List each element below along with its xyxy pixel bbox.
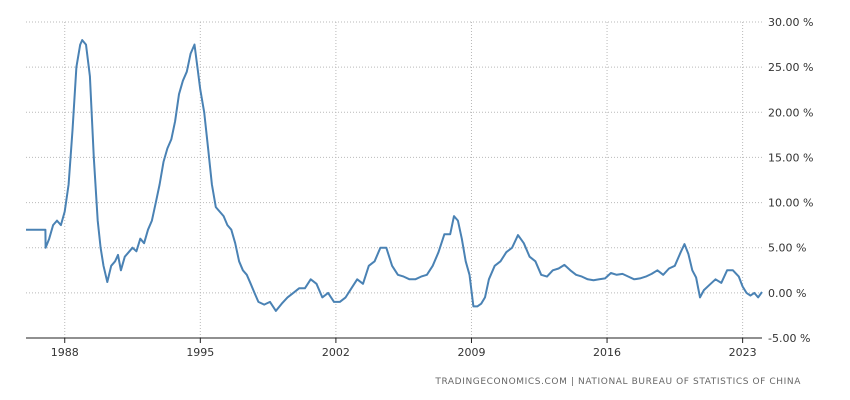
y-axis-tick-labels: 30.00 % 25.00 % 20.00 % 15.00 % 10.00 % 5.00 … <box>768 16 813 345</box>
y-tick-label: 20.00 % <box>768 106 813 119</box>
y-tick-label: 5.00 % <box>768 242 806 255</box>
y-tick-label: 0.00 % <box>768 287 806 300</box>
y-tick-label: 15.00 % <box>768 151 813 164</box>
x-tick-label: 2016 <box>593 346 621 359</box>
x-axis <box>26 337 762 343</box>
x-axis-tick-labels: 1988 1995 2002 2009 2016 2023 <box>51 346 757 359</box>
x-tick-label: 1995 <box>186 346 214 359</box>
x-tick-label: 1988 <box>51 346 79 359</box>
series-line <box>26 39 763 312</box>
y-tick-label: -5.00 % <box>768 332 810 345</box>
grid-lines <box>26 21 762 338</box>
y-tick-label: 30.00 % <box>768 16 813 29</box>
x-tick-label: 2009 <box>457 346 485 359</box>
series-layer <box>26 39 763 312</box>
x-tick-label: 2023 <box>729 346 757 359</box>
y-tick-label: 10.00 % <box>768 197 813 210</box>
source-credit: TRADINGECONOMICS.COM | NATIONAL BUREAU O… <box>435 377 801 387</box>
x-tick-label: 2002 <box>322 346 350 359</box>
y-tick-label: 25.00 % <box>768 61 813 74</box>
